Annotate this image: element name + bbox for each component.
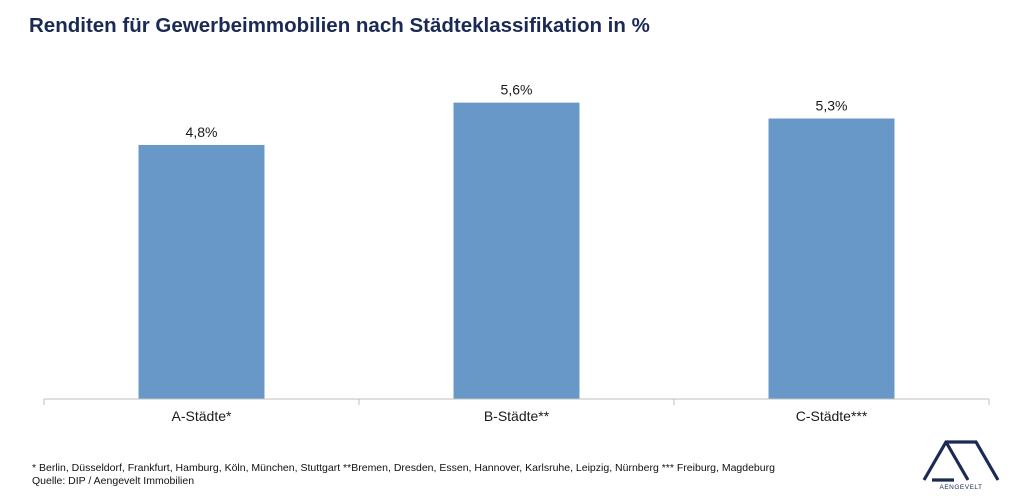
x-axis: A-Städte* B-Städte** C-Städte*** bbox=[43, 398, 990, 424]
chart-title: Renditen für Gewerbeimmobilien nach Städ… bbox=[29, 14, 650, 37]
bar-chart: 4,8% 5,6% 5,3% A-Städte* B-Städte** C-Städte… bbox=[43, 82, 990, 424]
x-tick-label-3: C-Städte*** bbox=[796, 408, 868, 424]
data-label-1: 4,8% bbox=[186, 124, 218, 140]
footnote-cities: * Berlin, Düsseldorf, Frankfurt, Hamburg… bbox=[32, 462, 775, 474]
footnote-source: Quelle: DIP / Aengevelt Immobilien bbox=[32, 475, 195, 487]
x-tick-label-2: B-Städte** bbox=[484, 408, 550, 424]
bar-2 bbox=[453, 102, 580, 399]
bar-1 bbox=[138, 144, 265, 399]
footnote: * Berlin, Düsseldorf, Frankfurt, Hamburg… bbox=[32, 462, 775, 488]
data-label-3: 5,3% bbox=[816, 98, 848, 114]
x-tick-label-1: A-Städte* bbox=[172, 408, 232, 424]
data-label-2: 5,6% bbox=[501, 82, 533, 98]
logo-text: AENGEVELT bbox=[939, 484, 983, 491]
bar-3 bbox=[768, 118, 895, 399]
bars-group: 4,8% 5,6% 5,3% bbox=[138, 82, 895, 399]
aengevelt-logo: AENGEVELT bbox=[918, 434, 1004, 494]
aengevelt-logo-icon bbox=[922, 440, 1000, 482]
